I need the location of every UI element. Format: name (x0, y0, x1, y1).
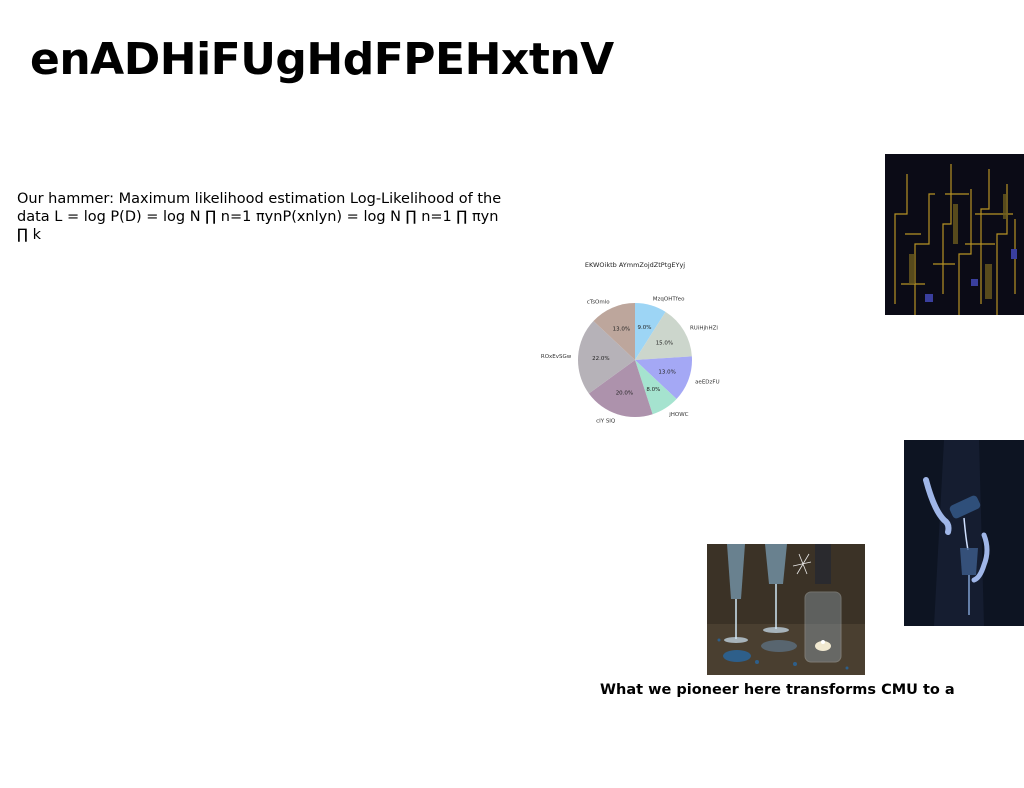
pie-slice (635, 360, 677, 415)
pie-slice (593, 303, 635, 360)
pie-slice-category-label: jHOWC (668, 412, 688, 418)
pie-slice (578, 320, 635, 394)
pie-slice-percent-label: 9.0% (638, 325, 652, 331)
pie-slice (635, 356, 692, 400)
abstract-city-image (885, 154, 1024, 315)
pie-slice-category-label: ROxEvSGw (541, 354, 572, 360)
slide-body-text: Our hammer: Maximum likelihood estimatio… (17, 191, 502, 243)
pie-slice-percent-label: 20.0% (616, 391, 633, 397)
pie-slice-percent-label: 13.0% (613, 327, 630, 333)
pie-slice-percent-label: 15.0% (656, 341, 673, 347)
pie-slice-category-label: cIY SIQ (596, 419, 616, 425)
pouring-drink-image (904, 440, 1024, 626)
pie-slice-percent-label: 22.0% (592, 356, 609, 362)
pie-slice-percent-label: 13.0% (658, 370, 675, 376)
pie-chart: EKWOiktb AYmmZojdZtPtgEYyj 9.0% MzqOHTfeo… (541, 261, 720, 425)
champagne-glasses-image (707, 544, 865, 675)
pie-slice (635, 303, 666, 360)
chart-title: EKWOiktb AYmmZojdZtPtgEYyj (585, 261, 685, 269)
pie-slice-percent-label: 8.0% (646, 387, 660, 393)
pie-slice (635, 311, 692, 360)
pie-slice-category-label: cTsOmlo (587, 299, 611, 305)
pie-slice-category-label: aeEDzFU (695, 380, 720, 386)
slide-caption: What we pioneer here transforms CMU to a (600, 682, 955, 698)
slide-title: enADHiFUgHdFPEHxtnV (30, 34, 614, 85)
pie-slice (588, 360, 653, 417)
pie-slice-category-label: RUiHjhHZl (690, 326, 718, 332)
pie-slice-category-label: MzqOHTfeo (653, 297, 685, 303)
